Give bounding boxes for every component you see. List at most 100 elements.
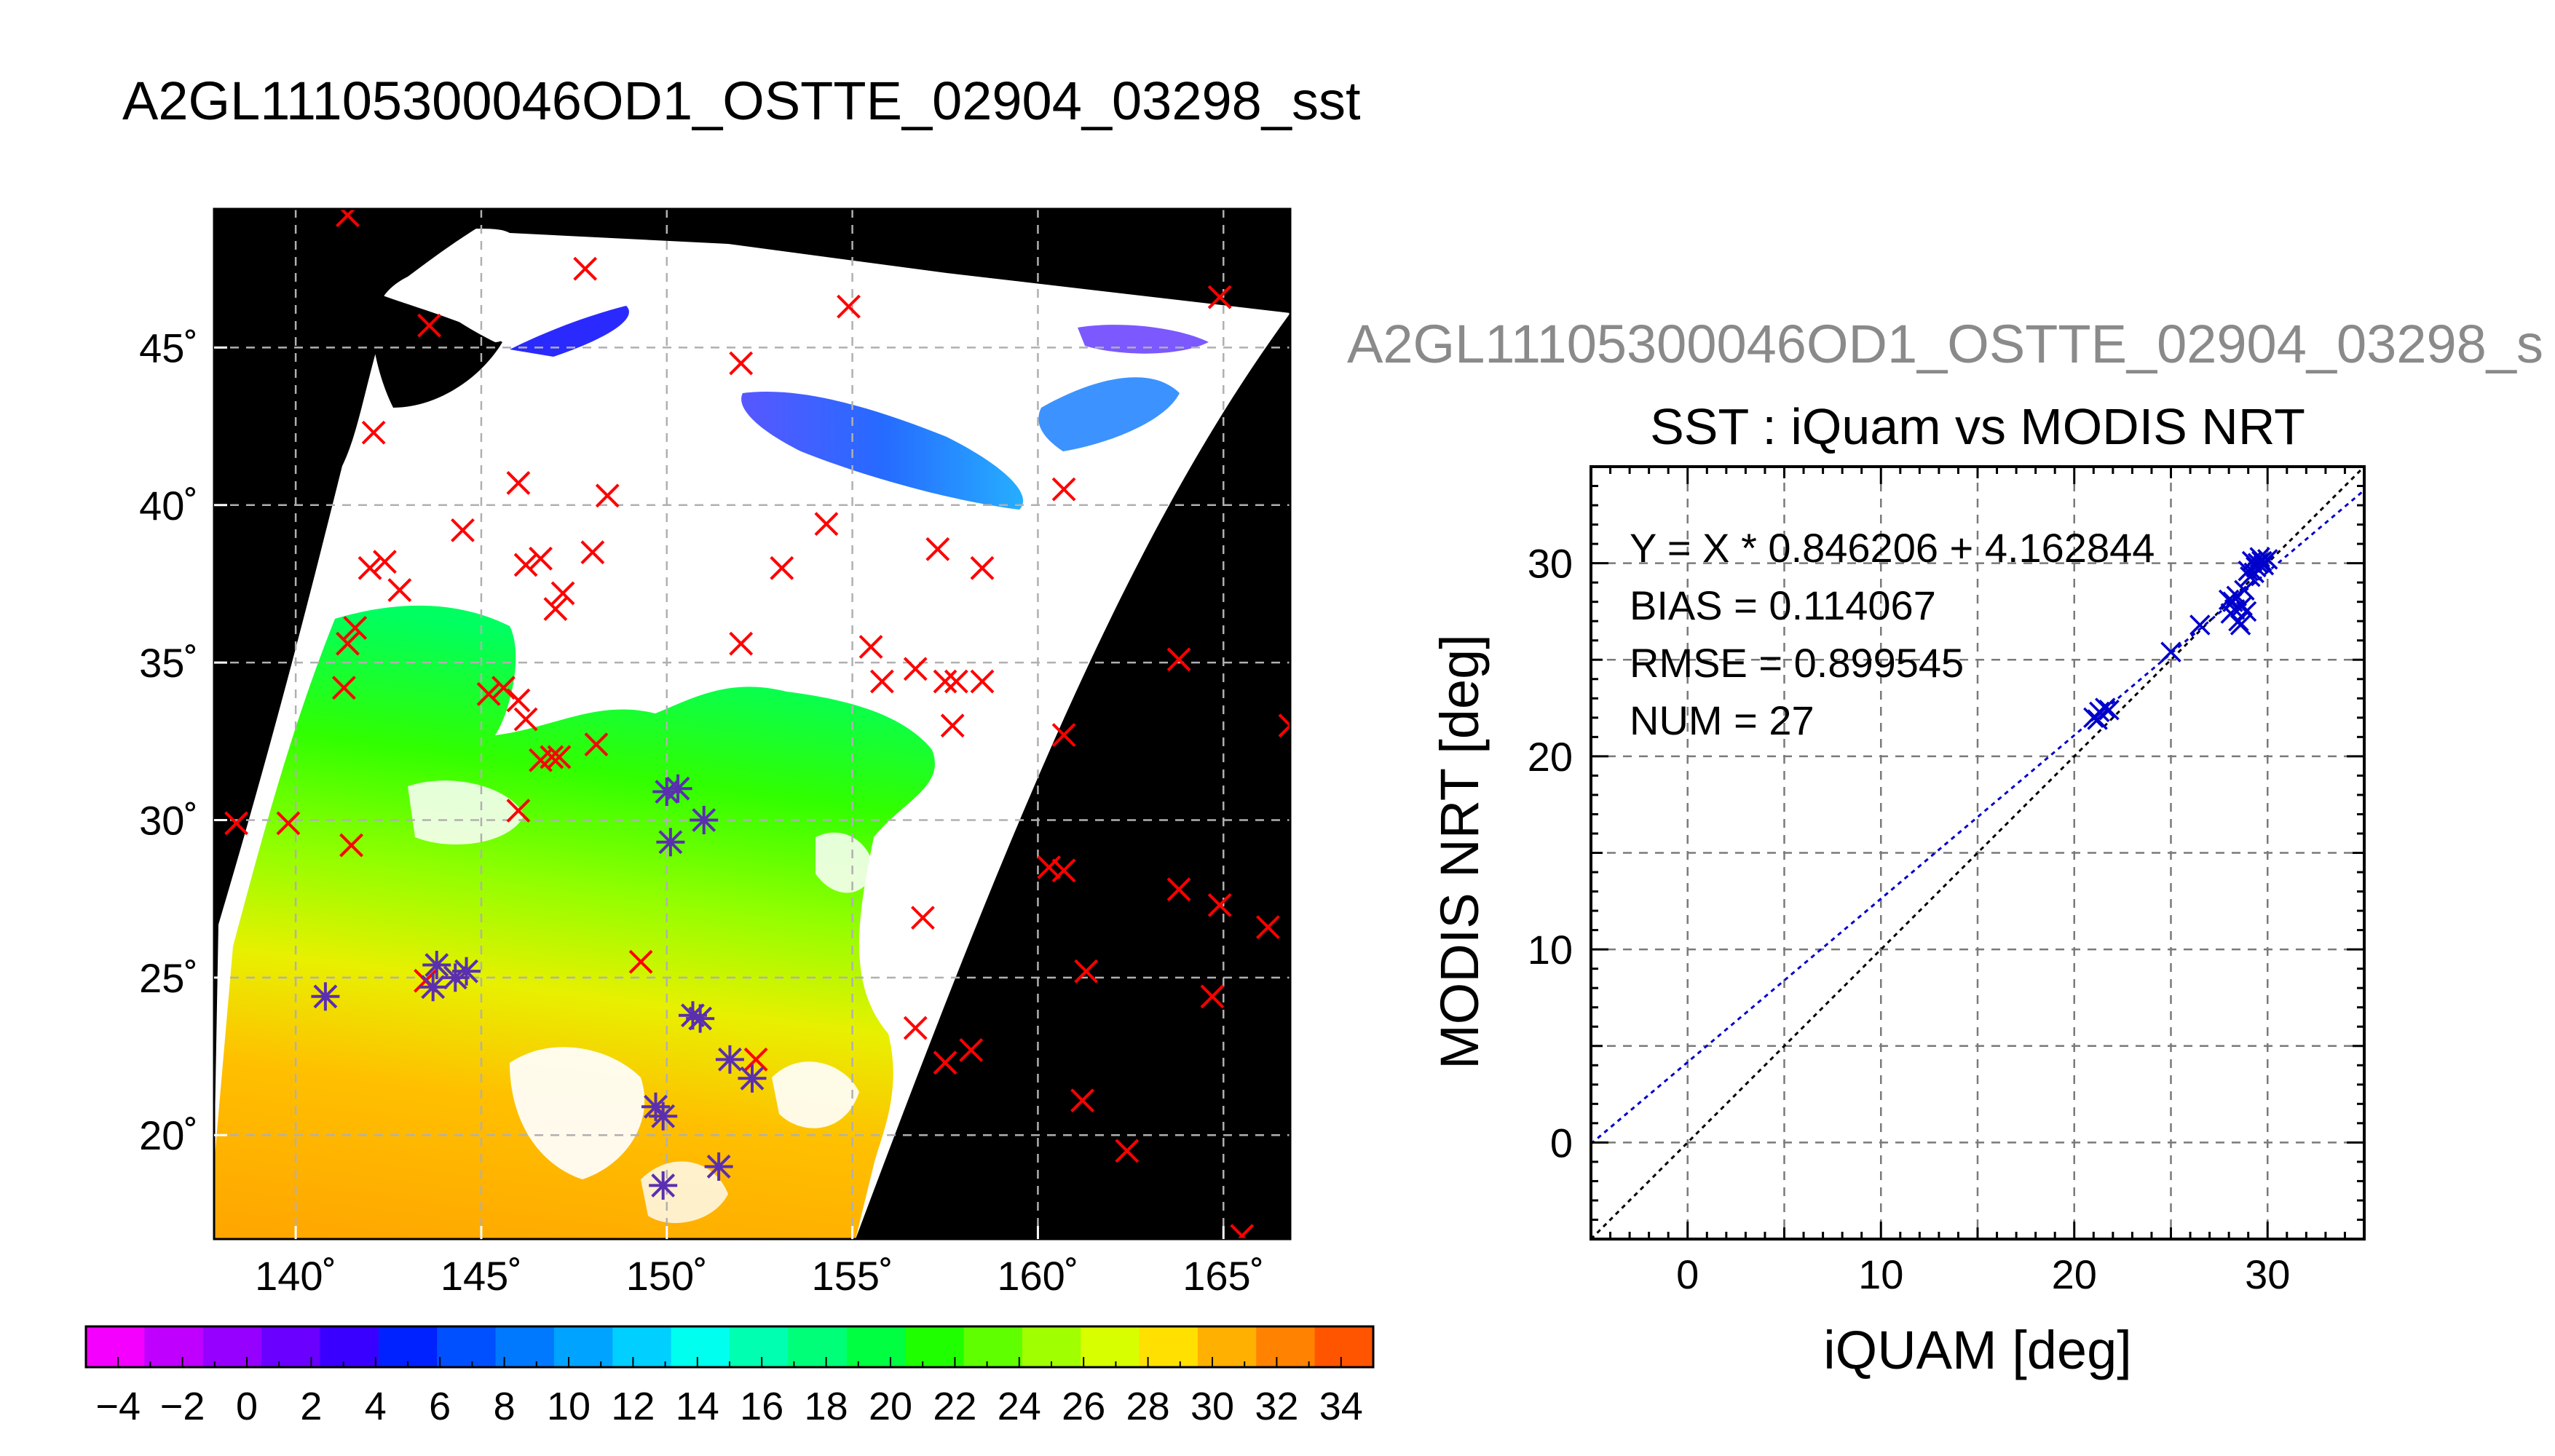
in-situ-marker [944,669,968,694]
in-situ-marker [1037,855,1062,879]
in-situ-marker [903,1016,928,1040]
colorbar-segment [202,1326,262,1367]
in-situ-marker [491,676,516,700]
in-situ-marker [1207,285,1232,309]
in-situ-marker [358,555,382,580]
colorbar-tick-label: −2 [160,1385,205,1428]
in-situ-marker [506,471,531,495]
in-situ-marker [595,483,620,508]
regression-line [1591,489,2364,1145]
in-situ-marker [451,518,475,542]
lat-tick-label: 35˚ [139,640,198,686]
matched-marker [738,1064,767,1093]
colorbar-tick-label: 8 [494,1385,516,1428]
colorbar-tick-label: −4 [95,1385,141,1428]
cloud-patch [772,1061,859,1128]
in-situ-marker [729,631,754,656]
scatter-tick-labels: 0 10 20 30 0 10 20 30 [1528,541,2291,1297]
colorbar-tick-label: 22 [933,1385,976,1428]
in-situ-marker [940,713,965,738]
colorbar-tick-label: 28 [1126,1385,1170,1428]
in-situ-marker [387,578,412,603]
colorbar-tick-label: 6 [429,1385,451,1428]
in-situ-marker [529,546,553,571]
in-situ-marker [336,209,360,228]
in-situ-marker [1070,1088,1095,1113]
scatter-points [2083,547,2278,730]
bias-value: BIAS = 0.114067 [1630,582,1936,628]
in-situ-marker [1051,723,1076,748]
in-situ-marker [1166,647,1191,672]
colorbar-tick-label: 34 [1319,1385,1363,1428]
land-area [371,291,502,408]
scatter-point [2098,699,2120,721]
scatter-point [2160,641,2181,662]
land-area [214,209,510,655]
in-situ-marker [276,811,301,836]
sst-map: 140˚ 145˚ 150˚ 155˚ 160˚ 165˚ 45˚ 40˚ 35˚ 30˚ 25˚ 2… [139,207,1292,1299]
x-tick-label: 10 [1858,1251,1903,1297]
y-tick-label: 0 [1550,1120,1573,1166]
x-axis-label: iQUAM [deg] [1823,1320,2132,1380]
colorbar-tick-label: 2 [300,1385,322,1428]
in-situ-marker [729,351,754,376]
matched-marker [663,774,692,803]
colorbar-segment [671,1326,730,1367]
cloud-patch [510,1047,645,1179]
in-situ-marker [869,669,894,694]
in-situ-marker [506,688,531,713]
scatter-point [2243,562,2264,584]
colorbar-tick-label: 32 [1255,1385,1298,1428]
scatter-point [2189,614,2211,636]
in-situ-marker [343,616,368,640]
colorbar-tick-label: 4 [365,1385,387,1428]
in-situ-marker [224,811,248,836]
matched-marker [649,1101,678,1131]
matched-marker [704,1152,733,1181]
in-situ-marker [770,555,794,580]
in-situ-marker [1230,1224,1255,1239]
scatter-plot: SST : iQuam vs MODIS NRT 0 10 20 300102030 … [1429,398,2366,1380]
in-situ-marker [547,745,572,769]
matched-marker [311,982,340,1011]
in-situ-marker [1256,915,1280,940]
cold-sst-area [1078,325,1209,354]
colorbar-segment [612,1326,672,1367]
scatter-point [2230,614,2251,636]
in-situ-marker [373,550,397,574]
in-situ-marker [513,553,538,577]
in-situ-marker [543,597,568,621]
colorbar-segment [1022,1326,1081,1367]
num-value: NUM = 27 [1630,697,1814,743]
sst-colorbar: −4 −2 0 2 4 6 8 10 12 14 16 18 20 22 24 26 28 30 32 34 [84,1325,1375,1428]
colorbar-segment [378,1326,438,1367]
colorbar-segment [86,1326,145,1367]
in-situ-marker [1207,893,1232,917]
colorbar-segment [788,1326,848,1367]
scatter-minor-ticks [1590,465,2366,1241]
in-situ-marker [814,512,839,537]
colorbar-tick-label: 0 [236,1385,258,1428]
lat-tick-label: 25˚ [139,955,198,1001]
cold-sst-area [1038,377,1180,451]
scatter-title: SST : iQuam vs MODIS NRT [1650,398,2305,455]
matched-marker [690,805,719,834]
matched-marker [649,1171,678,1200]
scatter-point [2235,601,2257,622]
stats-box: Y = X * 0.846206 + 4.162844 BIAS = 0.114… [1630,525,2155,743]
x-tick-label: 30 [2245,1251,2290,1297]
matched-marker [656,828,685,857]
matched-marker [452,957,481,986]
in-situ-marker [476,681,501,706]
in-situ-marker [933,669,957,694]
in-situ-marker [336,631,360,656]
in-situ-marker [628,949,653,974]
in-situ-marker [903,657,928,681]
in-situ-marker [361,420,386,445]
colorbar-segment [553,1326,613,1367]
y-axis-label: MODIS NRT [deg] [1429,634,1490,1069]
map-frame [213,207,1292,1241]
map-markers [224,209,1290,1239]
in-situ-marker [1115,1139,1140,1163]
